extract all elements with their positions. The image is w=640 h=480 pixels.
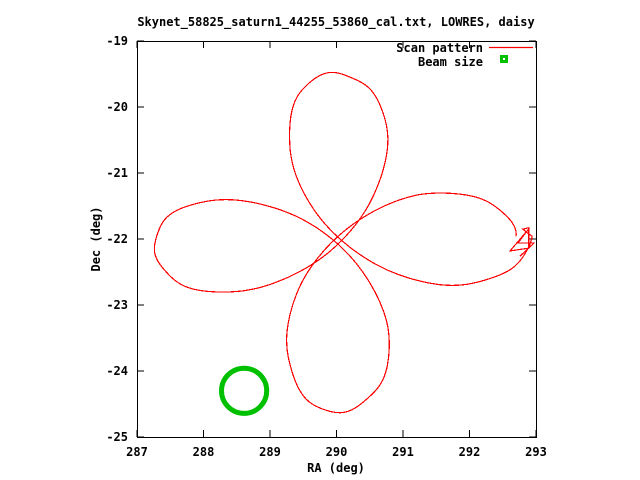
x-axis-label: RA (deg)	[307, 461, 365, 475]
axis-ticks: 287 288 289 290 291 292 293 -19 -20 -21 -22 -23 -24 -…	[106, 34, 547, 459]
x-tick-label: 293	[525, 445, 547, 459]
scan-pattern-path	[153, 71, 536, 414]
x-tick-label: 288	[193, 445, 215, 459]
x-tick-label: 289	[259, 445, 281, 459]
y-axis-label: Dec (deg)	[89, 206, 103, 271]
legend-label-beam-size: Beam size	[418, 55, 483, 69]
legend-label-scan-pattern: Scan pattern	[396, 41, 483, 55]
beam-size-circle	[219, 365, 270, 416]
legend: Scan pattern Beam size	[396, 41, 533, 69]
x-tick-label: 292	[459, 445, 481, 459]
x-tick-label: 290	[326, 445, 348, 459]
y-tick-label: -24	[106, 364, 128, 378]
y-tick-label: -25	[106, 430, 128, 444]
chart-title: Skynet_58825_saturn1_44255_53860_cal.txt…	[137, 15, 534, 30]
plot-data-layer	[153, 71, 536, 416]
y-tick-label: -21	[106, 166, 128, 180]
y-tick-label: -23	[106, 298, 128, 312]
y-tick-label: -19	[106, 34, 128, 48]
x-tick-label: 291	[392, 445, 414, 459]
y-tick-label: -22	[106, 232, 128, 246]
beam-marker-icon	[500, 55, 508, 63]
x-tick-label: 287	[126, 445, 148, 459]
y-tick-label: -20	[106, 100, 128, 114]
